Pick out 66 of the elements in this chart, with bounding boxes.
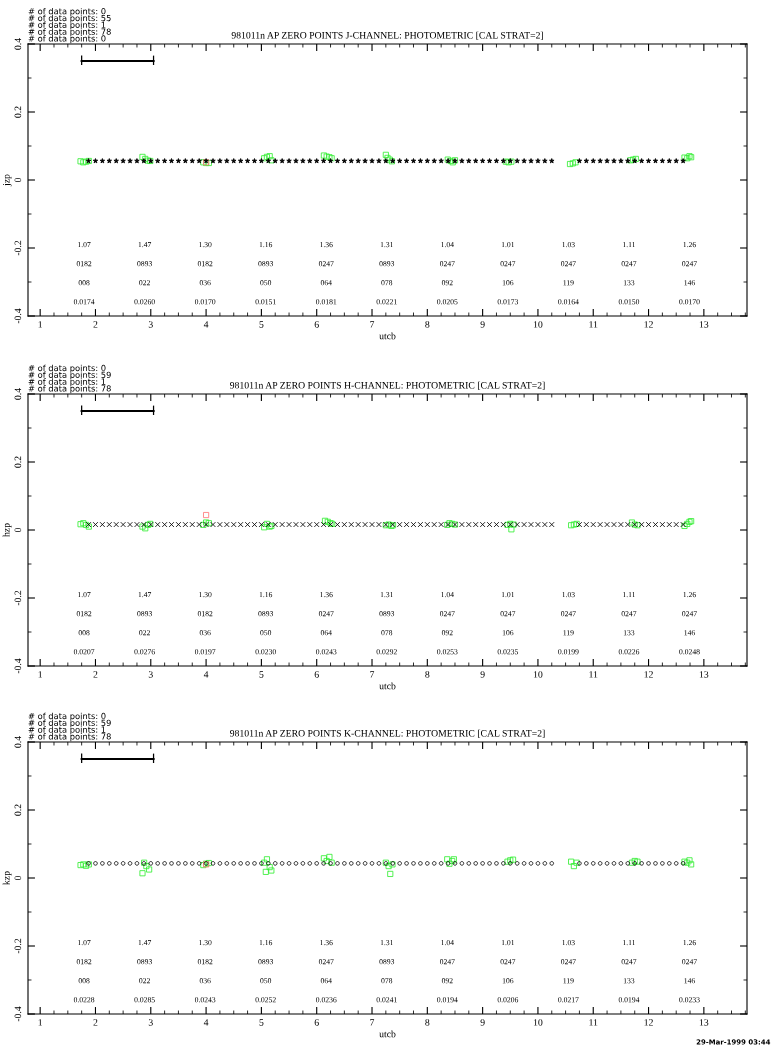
x-tick-label: 5 [259,1019,264,1026]
x-tick-label: 13 [699,321,709,328]
x-tick-label: 1 [38,671,43,678]
x-tick-label: 7 [370,321,375,328]
x-tick-label: 9 [480,671,485,678]
x-tick-label: 11 [589,1019,598,1026]
x-tick-label: 8 [425,321,430,328]
x-tick-label: 11 [589,321,598,328]
y-tick-label: 0 [14,527,22,533]
y-tick-label: 0.4 [14,388,22,400]
x-tick-label: 9 [480,321,485,328]
x-tick-label: 10 [533,321,543,328]
x-tick-label: 1 [38,321,43,328]
x-tick-label: 9 [480,1019,485,1026]
x-tick-label: 4 [203,321,209,328]
x-tick-label: 8 [425,671,430,678]
x-tick-label: 10 [533,1019,543,1026]
y-tick-label: 0.2 [14,456,22,468]
y-tick-label: 0.2 [14,804,22,816]
y-axis-title: kzp [2,871,12,885]
x-tick-label: 11 [589,671,598,678]
x-tick-label: 13 [699,1019,709,1026]
y-tick-label: 0 [14,875,22,881]
x-tick-label: 5 [259,671,264,678]
x-tick-label: 12 [644,1019,653,1026]
x-tick-label: 10 [533,671,543,678]
y-tick-label: -0.4 [14,658,22,674]
y-tick-label: -0.2 [14,590,22,606]
y-tick-label: 0.2 [14,106,22,118]
x-tick-label: 7 [370,1019,375,1026]
x-tick-label: 8 [425,1019,430,1026]
y-axis-title: hzp [2,523,12,537]
x-tick-label: 2 [93,671,98,678]
text: # of data points: 0 # of data points: 55 # of data points: 1 # of data points: 78 # of data points: 0 [28,7,111,44]
x-tick-label: 2 [93,321,98,328]
x-tick-label: 3 [148,1019,153,1026]
y-tick-label: -0.2 [14,240,22,256]
x-tick-label: 4 [203,671,209,678]
text: # of data points: 0 # of data points: 59 # of data points: 1 # of data points: 78 [28,364,111,394]
chart-title: 981011n AP ZERO POINTS K-CHANNEL: PHOTOMETRIC [CAL STRAT=2] [230,729,545,738]
x-tick-label: 7 [370,671,375,678]
x-tick-label: 3 [148,671,153,678]
x-tick-label: 5 [259,321,264,328]
x-tick-label: 2 [93,1019,98,1026]
x-tick-label: 6 [314,1019,319,1026]
x-axis-title: utcb [379,682,396,690]
y-tick-label: -0.2 [14,938,22,954]
y-tick-label: -0.4 [14,308,22,324]
y-tick-label: 0.4 [14,38,22,50]
y-tick-label: -0.4 [14,1006,22,1022]
x-tick-label: 6 [314,321,319,328]
y-tick-label: 0.4 [14,736,22,748]
x-tick-label: 3 [148,321,153,328]
x-tick-label: 12 [644,321,653,328]
y-axis-title: jzp [3,174,12,187]
y-tick-label: 0 [14,177,22,183]
x-tick-label: 4 [203,1019,209,1026]
x-tick-label: 12 [644,671,653,678]
x-axis-title: utcb [379,332,396,340]
chart-title: 981011n AP ZERO POINTS J-CHANNEL: PHOTOMETRIC [CAL STRAT=2] [231,31,543,40]
x-axis-title: utcb [379,1030,396,1038]
x-tick-label: 13 [699,671,709,678]
x-tick-label: 6 [314,671,319,678]
chart-title: 981011n AP ZERO POINTS H-CHANNEL: PHOTOMETRIC [CAL STRAT=2] [230,381,545,390]
x-tick-label: 1 [38,1019,43,1026]
text: # of data points: 0 # of data points: 59 # of data points: 1 # of data points: 78 [28,712,111,742]
